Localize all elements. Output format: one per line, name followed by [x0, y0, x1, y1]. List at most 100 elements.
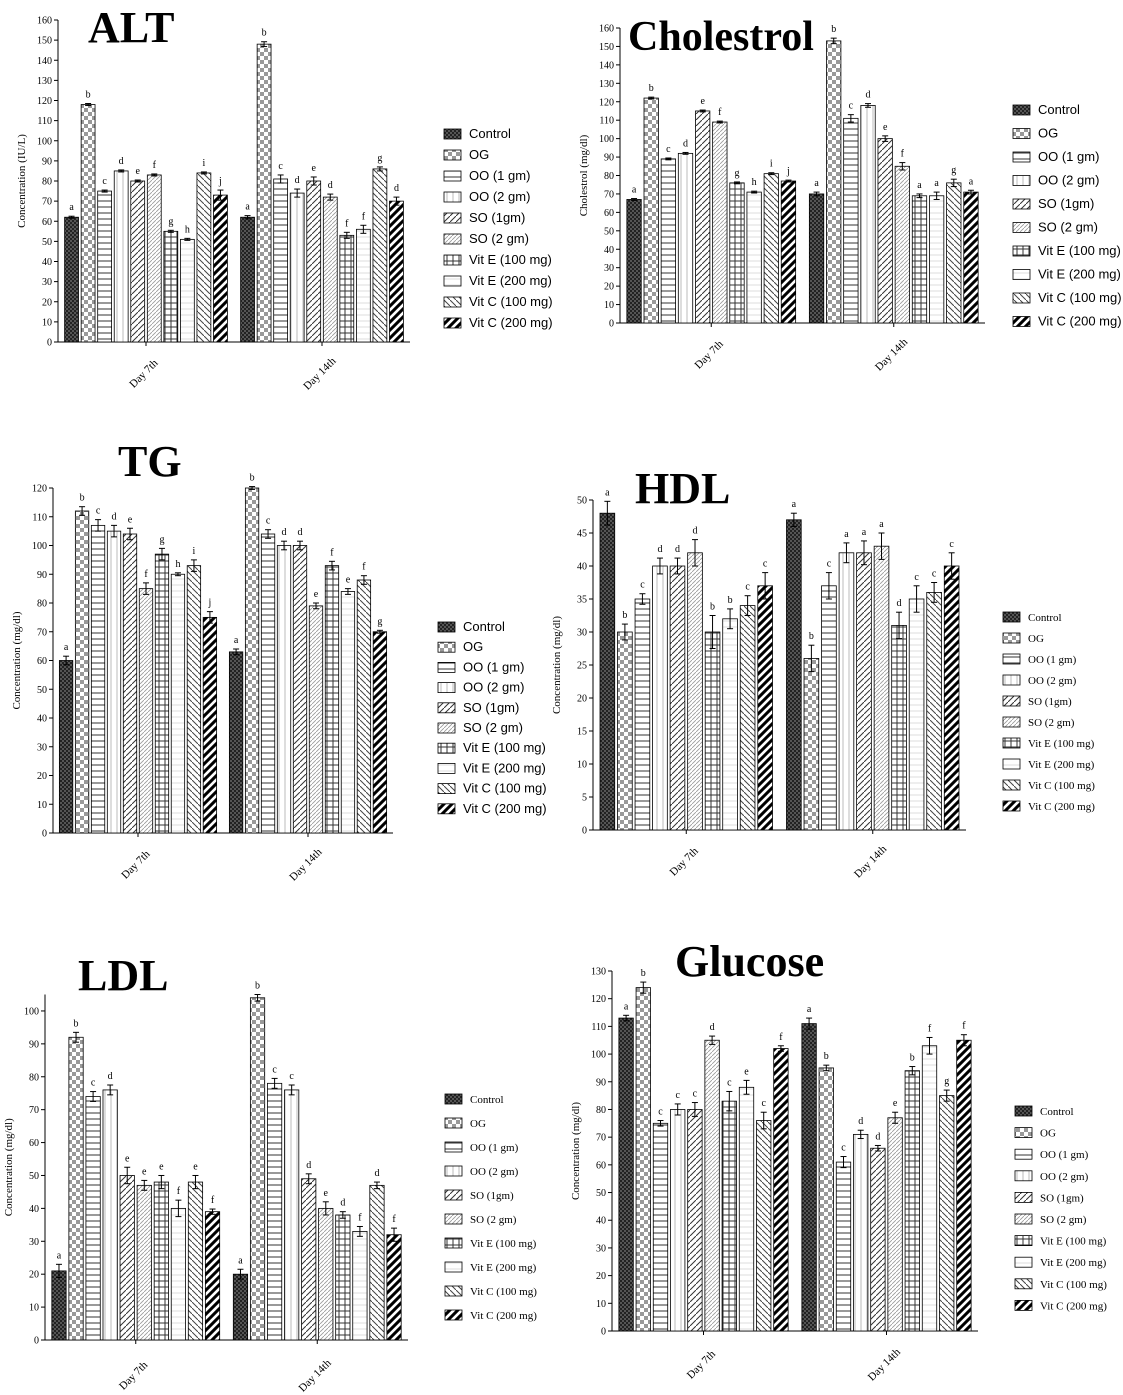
y-tick-label: 30 — [604, 263, 614, 274]
significance-letter: g — [377, 616, 382, 627]
legend: Control OG OO (1 gm) OO (2 gm) SO (1gm) SO (2… — [1012, 102, 1122, 329]
bar — [626, 199, 642, 324]
y-tick-label: 20 — [604, 282, 614, 293]
legend-swatch — [1012, 316, 1031, 327]
legend-label: Control — [1040, 1106, 1074, 1118]
y-tick-label: 10 — [29, 1303, 39, 1314]
bar — [835, 1161, 852, 1332]
legend-label: Vit E (200 mg) — [470, 1262, 537, 1274]
bar — [335, 1214, 351, 1341]
bar — [687, 1109, 703, 1332]
legend-label: OO (1 gm) — [1028, 654, 1077, 666]
bar — [122, 533, 138, 834]
significance-letter: a — [792, 499, 797, 510]
bar — [318, 1207, 334, 1341]
significance-letter: c — [932, 569, 937, 580]
legend: Control OG OO (1 gm) OO (2 gm) SO (1gm) SO (2… — [1014, 1105, 1107, 1312]
legend-label: Vit C (200 mg) — [470, 1310, 537, 1322]
significance-letter: a — [245, 202, 250, 213]
significance-letter: g — [944, 1076, 949, 1087]
y-tick-label: 60 — [604, 208, 614, 219]
legend-label: Vit E (100 mg) — [469, 252, 552, 267]
significance-letter: a — [632, 185, 637, 196]
bar — [68, 1036, 84, 1341]
legend-swatch — [1014, 1300, 1033, 1311]
x-category-label: Day 14th — [852, 843, 890, 881]
y-tick-label: 80 — [37, 599, 47, 610]
significance-letter: g — [951, 165, 956, 176]
bar — [786, 519, 802, 831]
legend-label: Vit E (200 mg) — [463, 760, 546, 775]
legend-swatch — [437, 722, 456, 734]
y-tick-label: 90 — [604, 153, 614, 164]
x-category-label: Day 14th — [287, 846, 325, 884]
chart-title: TG — [118, 437, 182, 486]
significance-letter: c — [96, 506, 101, 517]
significance-letter: h — [185, 224, 190, 235]
significance-letter: b — [262, 28, 267, 39]
legend-swatch — [1014, 1278, 1033, 1290]
bar — [821, 585, 837, 831]
legend-swatch — [1012, 245, 1031, 257]
significance-letter: b — [622, 610, 627, 621]
bar — [186, 565, 202, 834]
legend-label: OG — [463, 639, 483, 654]
legend-swatch — [1002, 716, 1021, 728]
y-tick-label: 150 — [37, 36, 52, 47]
legend-label: Vit E (100 mg) — [1038, 243, 1121, 258]
significance-letter: c — [289, 1071, 294, 1082]
legend-swatch — [444, 1261, 463, 1273]
legend-label: OO (1 gm) — [1038, 149, 1099, 164]
y-tick-label: 120 — [37, 96, 52, 107]
y-tick-label: 120 — [599, 97, 614, 108]
significance-letter: f — [362, 211, 366, 222]
y-tick-label: 140 — [599, 60, 614, 71]
chart-title: HDL — [635, 464, 730, 513]
significance-letter: a — [238, 1255, 243, 1266]
significance-letter: a — [917, 180, 922, 191]
x-category-label: Day 7th — [667, 845, 701, 879]
y-axis-label: Concentration (mg/dl) — [11, 611, 23, 709]
chart-panel-glucose: Glucose 0 10 20 30 40 50 60 70 80 90 100 110 120 130 Co… — [570, 937, 1107, 1383]
legend-swatch — [1002, 611, 1021, 623]
y-tick-label: 0 — [47, 338, 52, 349]
legend-label: SO (2 gm) — [1028, 717, 1075, 729]
y-tick-label: 20 — [596, 1271, 606, 1282]
bar — [911, 195, 928, 324]
significance-letter: i — [193, 546, 196, 557]
significance-letter: a — [934, 178, 939, 189]
significance-letter: c — [914, 572, 919, 583]
y-tick-label: 130 — [591, 967, 606, 978]
significance-letter: d — [710, 1022, 715, 1033]
legend-swatch — [1012, 151, 1031, 163]
legend-swatch — [443, 317, 462, 329]
significance-letter: e — [893, 1098, 898, 1109]
bar — [292, 545, 308, 834]
bar — [204, 1211, 221, 1341]
legend-label: OO (1 gm) — [469, 168, 530, 183]
bar — [154, 553, 170, 834]
legend-swatch — [1002, 695, 1021, 707]
significance-letter: c — [693, 1089, 698, 1100]
significance-letter: c — [640, 580, 645, 591]
y-tick-label: 45 — [577, 529, 587, 540]
legend: Control OG OO (1 gm) OO (2 gm) SO (1gm) SO (2… — [1002, 611, 1095, 813]
significance-letter: d — [866, 90, 871, 101]
y-tick-label: 10 — [577, 760, 587, 771]
significance-letter: c — [675, 1090, 680, 1101]
legend-label: SO (2 gm) — [1040, 1214, 1087, 1226]
bar — [256, 43, 272, 343]
bar — [228, 651, 244, 834]
legend-label: Vit E (100 mg) — [470, 1238, 537, 1250]
y-axis-label: Cholestrol (mg/dl) — [578, 134, 590, 216]
y-tick-label: 30 — [577, 628, 587, 639]
bar — [618, 1017, 634, 1332]
y-tick-label: 80 — [604, 171, 614, 182]
legend-swatch — [1012, 175, 1031, 186]
bar — [196, 172, 212, 343]
significance-letter: f — [211, 1195, 215, 1206]
legend-label: Vit C (100 mg) — [1040, 1279, 1107, 1291]
chart-title: ALT — [88, 3, 174, 52]
bar — [843, 117, 859, 324]
legend-swatch — [437, 621, 456, 633]
